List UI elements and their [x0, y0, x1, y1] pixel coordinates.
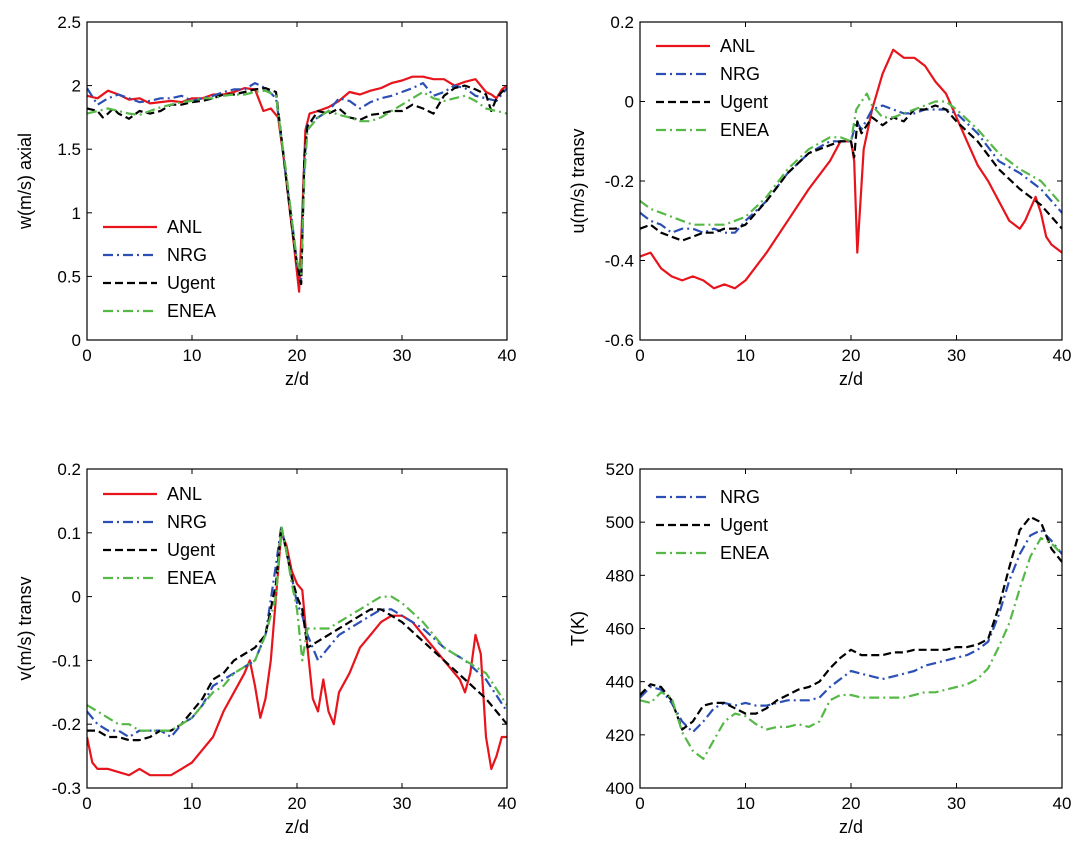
x-tick-label: 40	[1053, 346, 1072, 365]
y-axis-label: T(K)	[568, 611, 588, 646]
series-line-ugent	[640, 104, 1062, 242]
y-tick-label: 440	[606, 673, 634, 692]
x-tick-label: 20	[842, 794, 861, 813]
x-tick-label: 20	[842, 346, 861, 365]
legend-label-nrg: NRG	[167, 245, 207, 265]
y-tick-label: 1.5	[57, 140, 81, 159]
x-tick-label: 10	[736, 346, 755, 365]
plot-frame	[86, 21, 508, 341]
x-axis-label: z/d	[839, 817, 863, 837]
series-line-enea	[640, 92, 1062, 226]
series-line-ugent	[87, 525, 507, 742]
x-tick-label: 30	[393, 346, 412, 365]
y-tick-label: 420	[606, 726, 634, 745]
x-tick-label: 30	[393, 794, 412, 813]
x-tick-label: 40	[1053, 794, 1072, 813]
series-line-enea	[640, 536, 1062, 760]
subplot-3: 0 10 20 30 40 -0.3 -0.2 -0.1 0 0.1 0.2 z/d v(m/s) tr…	[15, 460, 516, 837]
y-tick-label: -0.1	[52, 651, 81, 670]
x-tick-label: 10	[183, 794, 202, 813]
series-line-nrg	[640, 528, 1062, 734]
legend-label-ugent: Ugent	[720, 92, 768, 112]
x-tick-label: 10	[736, 794, 755, 813]
series-line-enea	[87, 89, 507, 275]
series-line-anl	[87, 75, 507, 293]
legend: ANL NRG Ugent ENEA	[103, 217, 216, 321]
y-tick-label: 0	[72, 588, 81, 607]
legend-label-nrg: NRG	[167, 512, 207, 532]
y-tick-label: -0.6	[605, 331, 634, 350]
subplot-1: 0 10 20 30 40 0 0.5 1 1.5 2 2.5 z/d w(m/s) axial ANL N…	[15, 13, 516, 389]
series-line-nrg	[87, 525, 507, 739]
x-tick-label: 0	[635, 346, 644, 365]
legend-label-ugent: Ugent	[720, 515, 768, 535]
x-tick-label: 0	[635, 794, 644, 813]
y-tick-label: 0.5	[57, 267, 81, 286]
x-tick-label: 10	[183, 346, 202, 365]
legend-label-anl: ANL	[720, 36, 755, 56]
legend-label-anl: ANL	[167, 217, 202, 237]
y-tick-label: 0	[625, 93, 634, 112]
x-tick-label: 20	[288, 346, 307, 365]
y-tick-label: 520	[606, 460, 634, 479]
series-line-nrg	[87, 81, 507, 280]
y-axis-label: w(m/s) axial	[15, 133, 35, 230]
x-tick-label: 30	[947, 346, 966, 365]
y-tick-label: -0.3	[52, 779, 81, 798]
y-axis-label: u(m/s) transv	[568, 128, 588, 233]
series-line-enea	[87, 525, 507, 732]
subplot-4: 0 10 20 30 40 400 420 440 460 480 500 520 z/d T(K) NRG…	[568, 460, 1071, 837]
x-tick-label: 20	[288, 794, 307, 813]
series-line-anl	[640, 48, 1062, 290]
x-tick-label: 0	[82, 346, 91, 365]
x-axis-label: z/d	[285, 817, 309, 837]
x-tick-label: 40	[498, 794, 517, 813]
legend-label-enea: ENEA	[167, 568, 216, 588]
y-tick-label: 0.2	[610, 13, 634, 32]
x-axis-label: z/d	[839, 369, 863, 389]
x-tick-label: 0	[82, 794, 91, 813]
y-tick-label: 0	[72, 331, 81, 350]
y-tick-label: 500	[606, 513, 634, 532]
legend: ANL NRG Ugent ENEA	[103, 484, 216, 588]
plot-frame	[86, 468, 508, 789]
legend-label-ugent: Ugent	[167, 273, 215, 293]
legend-label-enea: ENEA	[167, 301, 216, 321]
plot-frame	[639, 468, 1063, 789]
y-tick-label: 2	[72, 77, 81, 96]
legend: ANL NRG Ugent ENEA	[656, 36, 769, 140]
y-tick-label: -0.4	[605, 252, 634, 271]
x-tick-label: 40	[498, 346, 517, 365]
legend-label-nrg: NRG	[720, 64, 760, 84]
y-tick-label: 2.5	[57, 13, 81, 32]
legend-label-anl: ANL	[167, 484, 202, 504]
legend: NRG Ugent ENEA	[656, 487, 769, 563]
y-tick-label: -0.2	[52, 715, 81, 734]
y-tick-label: 400	[606, 779, 634, 798]
plot-frame	[639, 21, 1063, 341]
y-tick-label: 460	[606, 620, 634, 639]
x-tick-label: 30	[947, 794, 966, 813]
y-tick-label: 480	[606, 566, 634, 585]
y-tick-label: 1	[72, 204, 81, 223]
series-line-anl	[87, 531, 507, 777]
y-tick-label: 0.1	[57, 524, 81, 543]
legend-label-enea: ENEA	[720, 543, 769, 563]
y-tick-label: 0.2	[57, 460, 81, 479]
series-line-nrg	[640, 104, 1062, 234]
y-axis-label: v(m/s) transv	[15, 576, 35, 680]
legend-label-ugent: Ugent	[167, 540, 215, 560]
y-tick-label: -0.2	[605, 172, 634, 191]
subplot-2: 0 10 20 30 40 -0.6 -0.4 -0.2 0 0.2 z/d u(m/s) trans…	[568, 13, 1071, 389]
legend-label-enea: ENEA	[720, 120, 769, 140]
series-line-ugent	[640, 515, 1062, 731]
x-axis-label: z/d	[285, 369, 309, 389]
legend-label-nrg: NRG	[720, 487, 760, 507]
